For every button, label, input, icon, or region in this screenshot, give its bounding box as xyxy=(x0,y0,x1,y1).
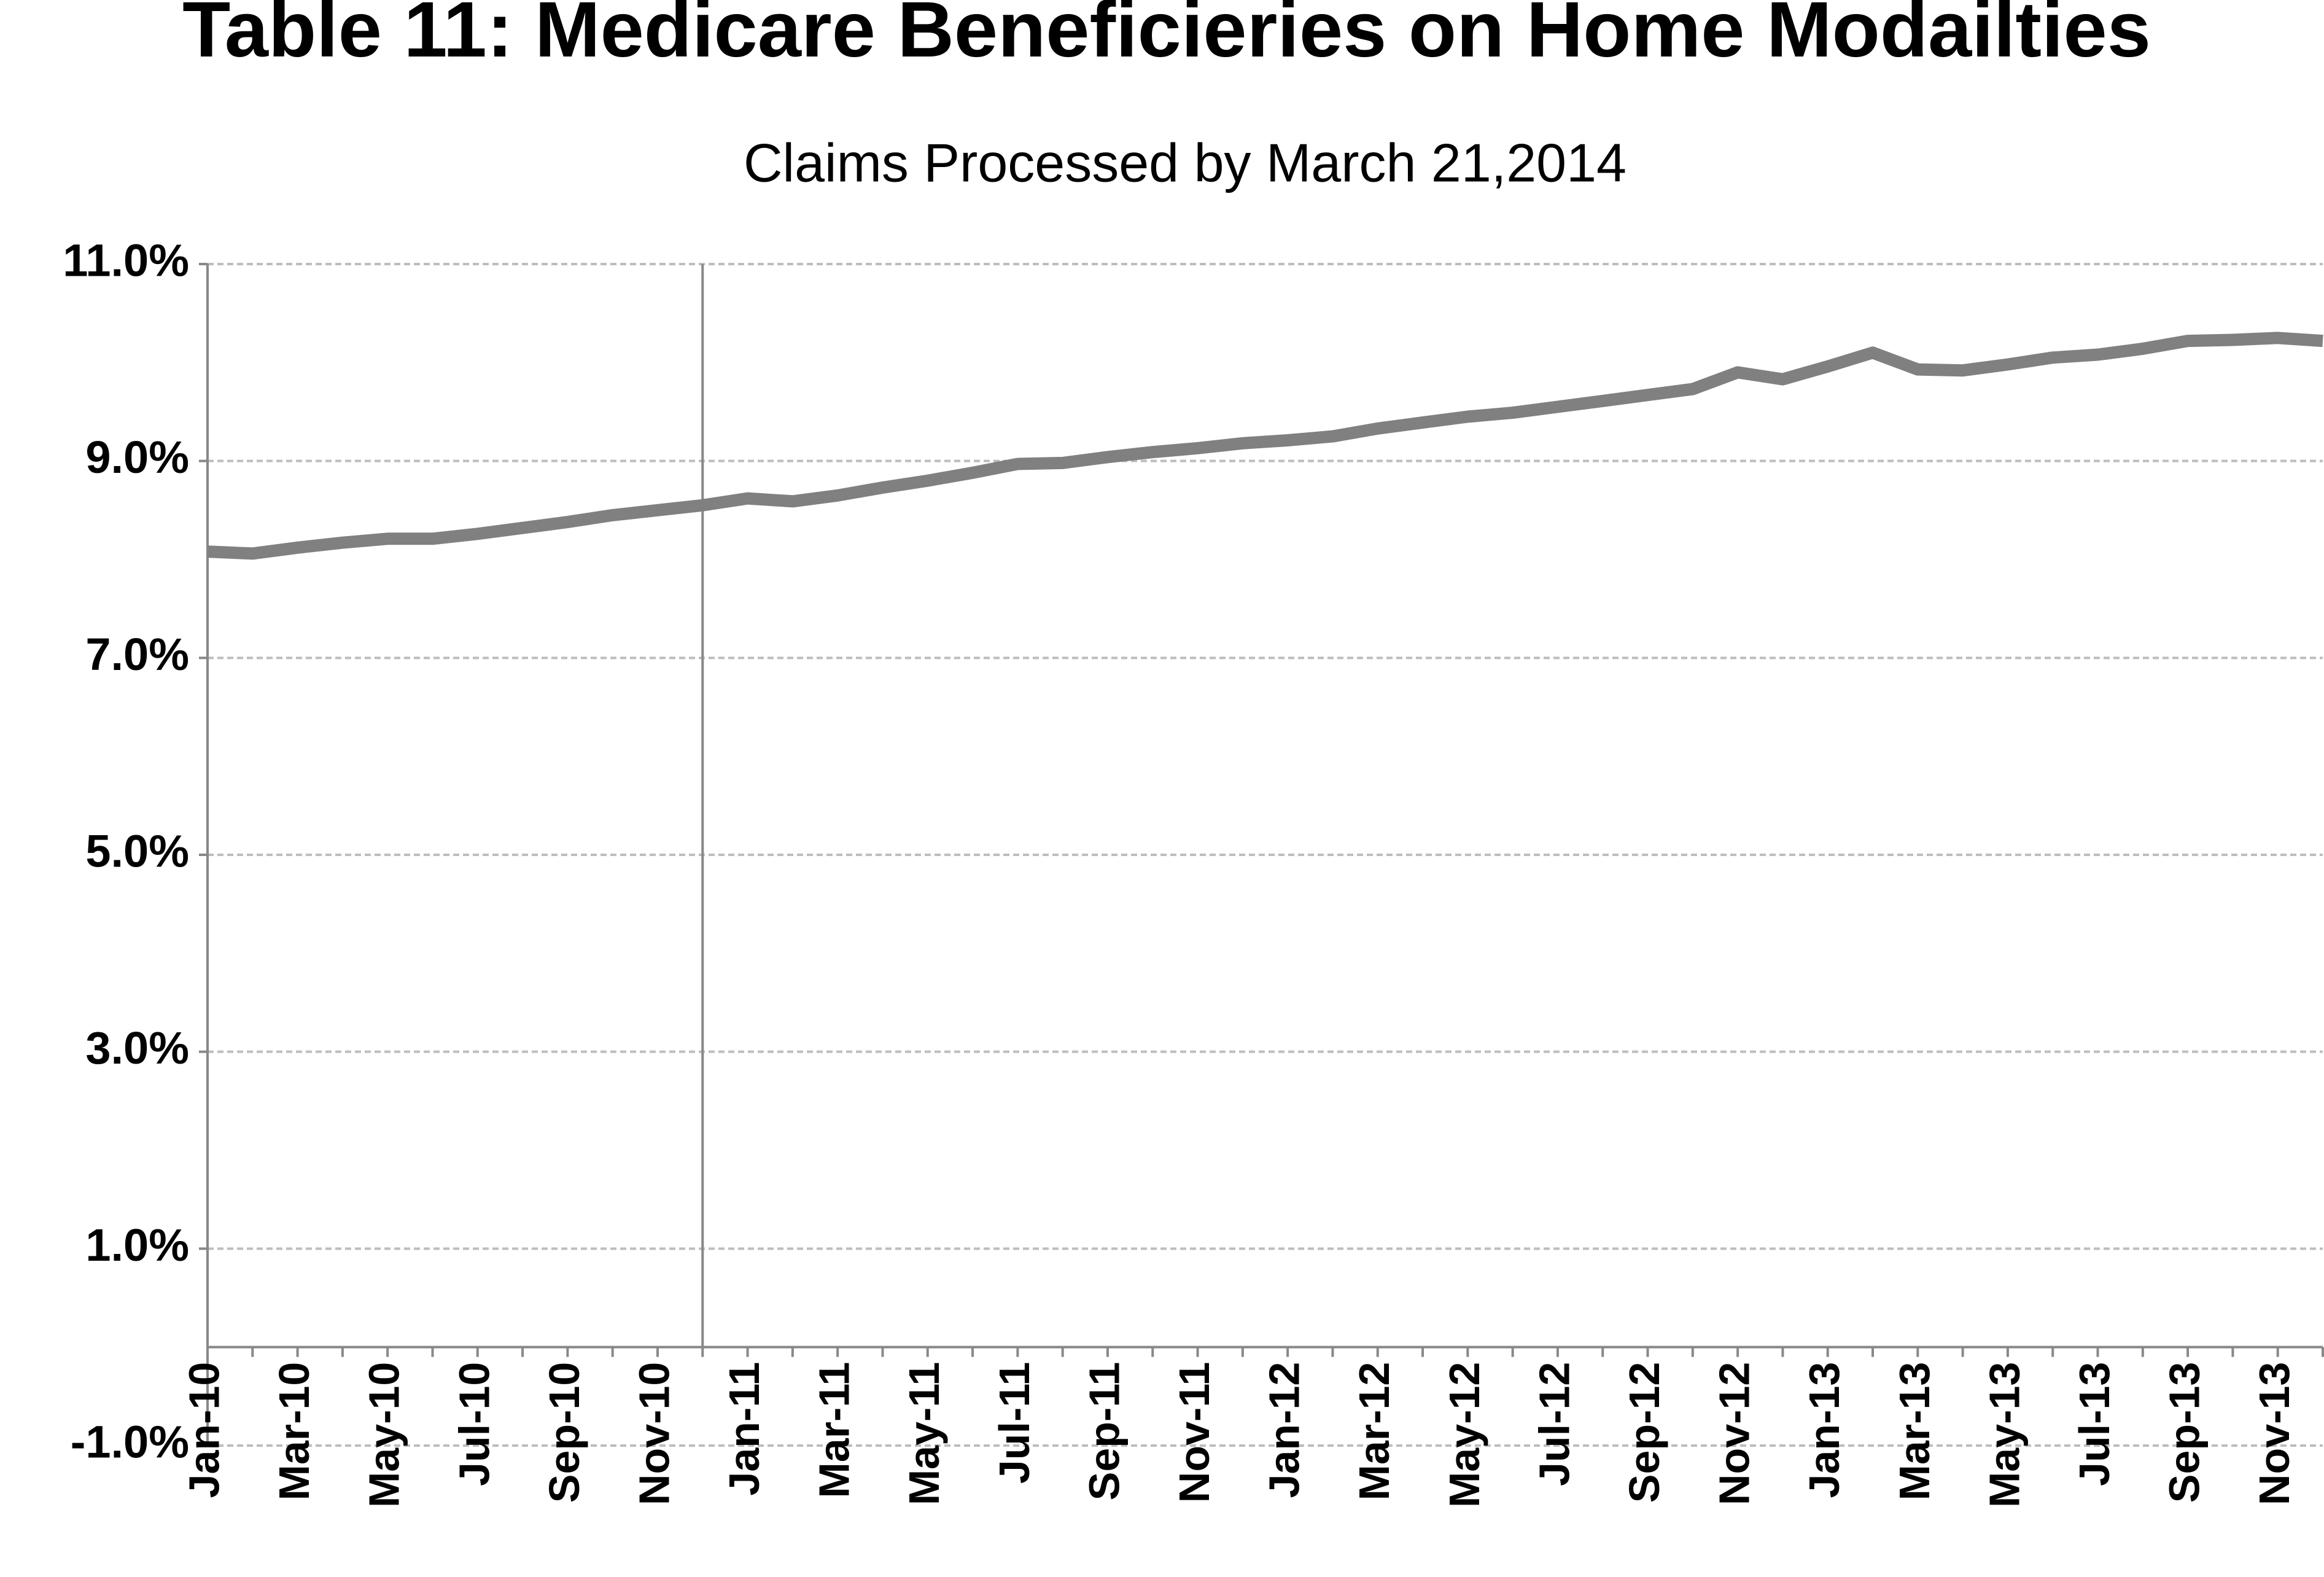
x-tick-label: Sep-11 xyxy=(1080,1362,1128,1501)
x-tick-label: May-12 xyxy=(1440,1362,1488,1508)
y-tick-label: 7.0% xyxy=(85,629,189,680)
y-tick-label: 11.0% xyxy=(63,235,189,286)
chart-title: Table 11: Medicare Beneficieries on Home… xyxy=(182,0,2151,74)
y-tick-label: 9.0% xyxy=(85,432,189,483)
x-tick-label: May-10 xyxy=(360,1362,408,1508)
x-tick-label: Mar-12 xyxy=(1350,1362,1398,1501)
x-tick-label: Jan-12 xyxy=(1261,1362,1308,1498)
x-tick-label: Mar-10 xyxy=(270,1362,318,1501)
x-tick-label: Nov-10 xyxy=(630,1362,678,1505)
x-tick-label: Nov-12 xyxy=(1711,1362,1759,1505)
x-tick-label: May-11 xyxy=(900,1362,948,1505)
data-line xyxy=(207,332,2323,560)
x-tick-label: Jul-10 xyxy=(450,1362,498,1486)
x-tick-label: Mar-13 xyxy=(1891,1362,1938,1501)
x-tick-label: Sep-13 xyxy=(2161,1362,2209,1503)
y-tick-label: 5.0% xyxy=(85,826,189,877)
x-tick-label: Jul-12 xyxy=(1530,1362,1578,1486)
x-tick-label: Mar-11 xyxy=(810,1362,858,1498)
x-tick-label: Jul-11 xyxy=(990,1362,1038,1484)
y-tick-label: -1.0% xyxy=(71,1417,189,1468)
chart-subtitle: Claims Processed by March 21,2014 xyxy=(744,132,1626,193)
x-tick-label: Jan-10 xyxy=(180,1362,228,1498)
x-tick-label: Jan-11 xyxy=(720,1362,768,1496)
x-tick-label: Jan-13 xyxy=(1800,1362,1848,1498)
x-tick-label: Sep-10 xyxy=(540,1362,588,1503)
y-tick-label: 3.0% xyxy=(85,1022,189,1073)
x-tick-label: Nov-13 xyxy=(2250,1362,2298,1505)
x-tick-label: May-13 xyxy=(1980,1362,2028,1508)
x-tick-label: Nov-11 xyxy=(1170,1362,1218,1503)
x-tick-label: Jul-13 xyxy=(2070,1362,2118,1486)
x-tick-label: Sep-12 xyxy=(1620,1362,1668,1503)
y-tick-label: 1.0% xyxy=(85,1220,189,1271)
